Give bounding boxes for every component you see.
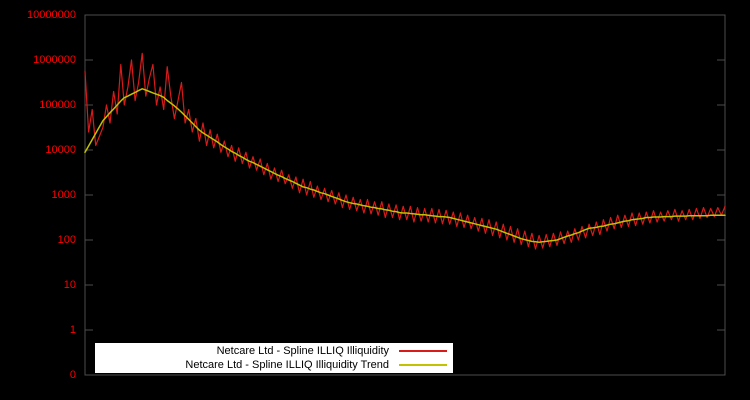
legend: Netcare Ltd - Spline ILLIQ Illiquidity N… (95, 343, 453, 373)
legend-label-trend: Netcare Ltd - Spline ILLIQ Illiquidity T… (185, 359, 389, 371)
legend-item-trend: Netcare Ltd - Spline ILLIQ Illiquidity T… (101, 358, 447, 372)
y-tick-label: 1 (69, 324, 76, 336)
legend-swatch-trend (399, 364, 447, 366)
y-tick-label: 100000 (39, 99, 76, 111)
legend-swatch-illiquidity (399, 350, 447, 352)
y-tick-label: 10000 (45, 144, 76, 156)
y-tick-label: 100 (57, 234, 76, 246)
y-tick-label: 10000000 (27, 9, 76, 21)
y-tick-label: 0 (69, 369, 76, 381)
legend-label-illiquidity: Netcare Ltd - Spline ILLIQ Illiquidity (216, 345, 389, 357)
series-line-trend (84, 88, 726, 244)
y-tick-label: 1000 (51, 189, 76, 201)
legend-item-illiquidity: Netcare Ltd - Spline ILLIQ Illiquidity (101, 344, 447, 358)
y-tick-label: 10 (63, 279, 76, 291)
y-axis-labels: 10000000 1000000 100000 10000 1000 100 10 1 0 (0, 0, 80, 400)
y-tick-label: 1000000 (33, 54, 76, 66)
series-line-illiquidity (84, 52, 726, 250)
plot-frame (84, 14, 726, 376)
